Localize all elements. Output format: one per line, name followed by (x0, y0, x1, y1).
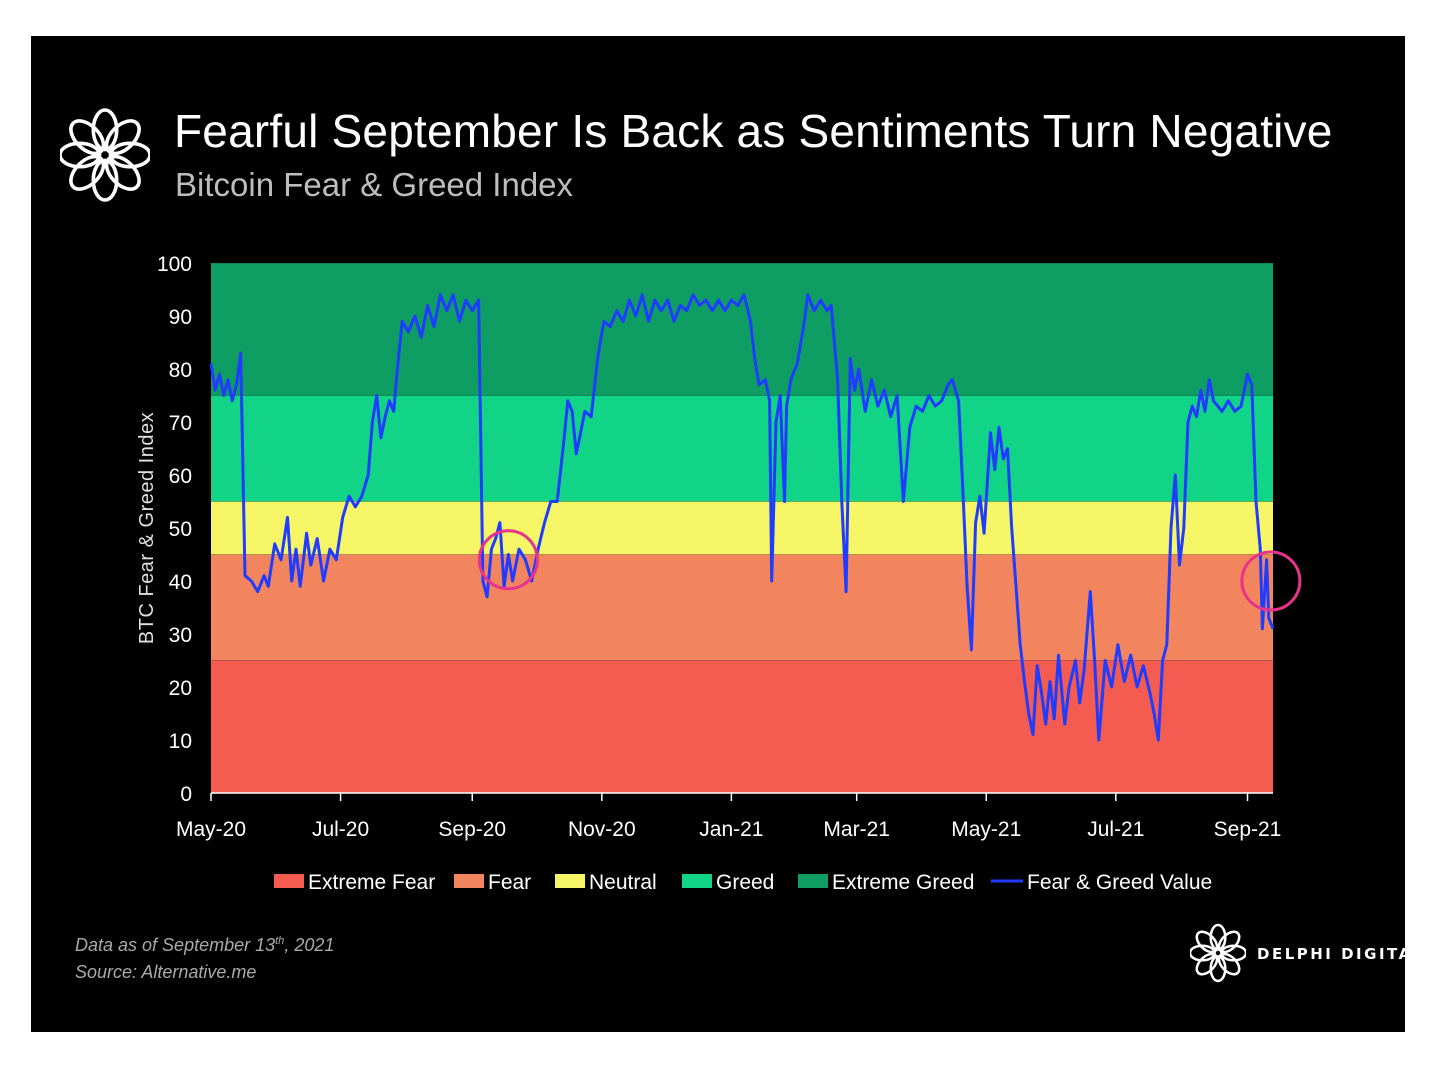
fear-greed-value-line (209, 293, 1275, 742)
x-tick-label: May-20 (176, 818, 246, 841)
legend-swatch-greed (682, 874, 712, 888)
sentiment-bands (211, 262, 1273, 793)
x-tick-label: Nov-20 (568, 818, 636, 841)
legend-label-greed: Greed (716, 871, 774, 894)
highlight-circle (1240, 550, 1302, 612)
y-tick-label: 10 (169, 730, 192, 753)
legend-swatch-extreme-greed (798, 874, 828, 888)
x-axis: May-20 Jul-20 Sep-20 Nov-20 Jan-21 Mar-21 May-… (176, 792, 1282, 841)
delphi-flower-logo-icon (1190, 923, 1246, 983)
legend-label-extreme-greed: Extreme Greed (832, 871, 974, 894)
data-as-of-note: Data as of September 13th, 2021 (75, 935, 335, 955)
legend-swatch-fear (454, 874, 484, 888)
y-axis-label: BTC Fear & Greed Index (136, 412, 158, 644)
x-tick-label: Jul-20 (312, 818, 369, 841)
legend-label-fear-and-greed-value: Fear & Greed Value (1027, 871, 1212, 894)
band-fear (211, 554, 1273, 661)
y-tick-label: 80 (169, 359, 192, 382)
x-tick-label: Mar-21 (823, 818, 890, 841)
x-tick-label: Jan-21 (699, 818, 763, 841)
band-greed (211, 395, 1273, 502)
y-tick-label: 100 (157, 253, 192, 276)
chart-title: Fearful September Is Back as Sentiments … (174, 105, 1333, 157)
x-tick-label: May-21 (951, 818, 1021, 841)
highlight-circle (477, 529, 539, 591)
highlight-circles (477, 529, 1302, 612)
y-tick-label: 70 (169, 412, 192, 435)
legend: Extreme Fear Fear Neutral Greed Extreme Gree… (274, 871, 1212, 894)
legend-swatch-extreme-fear (274, 874, 304, 888)
brand-name: DELPHI DIGITAL (1257, 945, 1425, 963)
x-tick-label: Jul-21 (1087, 818, 1144, 841)
legend-label-extreme-fear: Extreme Fear (308, 871, 435, 894)
legend-label-fear: Fear (488, 871, 531, 894)
y-tick-label: 40 (169, 571, 192, 594)
y-axis: 0 10 20 30 40 50 60 70 80 90 100 (157, 253, 192, 806)
y-tick-label: 60 (169, 465, 192, 488)
delphi-flower-logo-icon (60, 108, 150, 202)
x-tick-label: Sep-21 (1214, 818, 1282, 841)
band-neutral (211, 501, 1273, 555)
source-note: Source: Alternative.me (75, 962, 257, 982)
chart-subtitle: Bitcoin Fear & Greed Index (175, 166, 574, 203)
x-tick-label: Sep-20 (438, 818, 506, 841)
y-tick-label: 90 (169, 306, 192, 329)
y-tick-label: 0 (180, 783, 192, 806)
y-tick-label: 20 (169, 677, 192, 700)
legend-label-neutral: Neutral (589, 871, 657, 894)
y-tick-label: 50 (169, 518, 192, 541)
footnote: Data as of September 13th, 2021 Source: … (75, 928, 334, 986)
band-extreme-greed (211, 263, 1273, 396)
y-tick-label: 30 (169, 624, 192, 647)
legend-swatch-neutral (555, 874, 585, 888)
